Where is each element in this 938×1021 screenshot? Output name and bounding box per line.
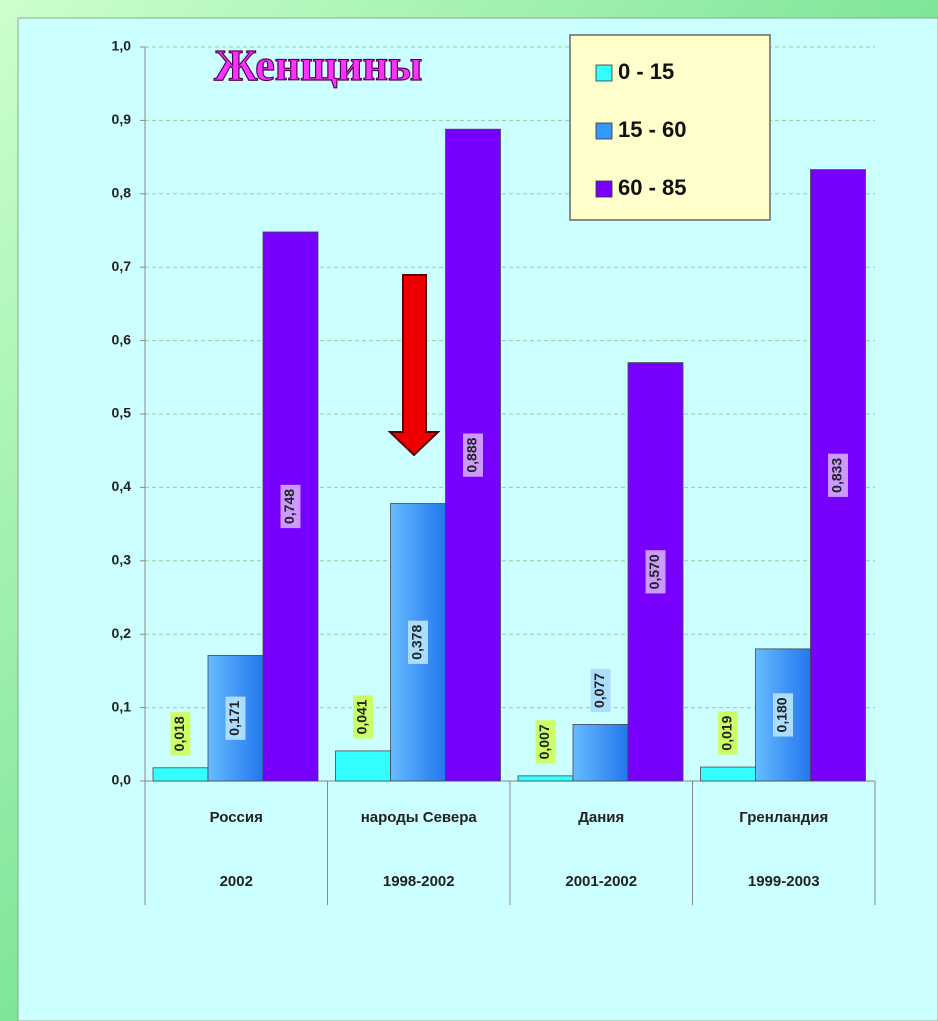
y-tick-label: 1,0 [112, 38, 132, 54]
legend-label: 0 - 15 [618, 59, 674, 84]
x-tick-sublabel: 2002 [220, 873, 253, 890]
data-label: 0,018 [171, 716, 187, 751]
bar [517, 775, 574, 782]
data-label: 0,833 [829, 458, 845, 493]
data-label-bg [828, 453, 848, 497]
data-label: 0,171 [226, 701, 242, 736]
x-tick-sublabel: 1998-2002 [383, 873, 455, 890]
x-tick-label: народы Севера [361, 809, 478, 826]
y-tick-label: 0,6 [112, 331, 132, 347]
y-tick-label: 0,2 [112, 625, 132, 641]
data-label-bg [408, 620, 428, 664]
data-label: 0,041 [354, 699, 370, 734]
data-label-bg [463, 433, 483, 477]
bar [152, 767, 209, 782]
data-label-bg [353, 695, 373, 739]
data-label-bg [225, 696, 246, 740]
bar [335, 750, 391, 782]
chart-title: Женщины [214, 41, 422, 90]
data-label: 0,007 [536, 724, 552, 759]
data-label-bg [170, 712, 191, 756]
bar [572, 724, 629, 782]
data-label: 0,748 [281, 489, 297, 524]
arrow [387, 274, 441, 457]
legend-swatch [595, 64, 613, 82]
y-tick-label: 0,5 [112, 405, 132, 421]
data-label: 0,888 [464, 437, 480, 472]
plot: 0,0 0,1 0,2 0,3 0,4 0,5 0,6 0,7 0,8 0,9 1,0 Россия 2… [112, 38, 876, 905]
y-tick-label: 0,7 [112, 258, 132, 274]
x-tick-sublabel: 2001-2002 [565, 873, 637, 890]
y-tick-label: 0,4 [112, 478, 132, 494]
y-tick-label: 0,3 [112, 552, 132, 568]
y-tick-label: 0,8 [112, 185, 132, 201]
data-label-bg [280, 484, 301, 529]
data-label-bg [718, 711, 738, 755]
data-label: 0,570 [646, 554, 662, 589]
data-label: 0,077 [591, 673, 607, 708]
data-label: 0,180 [774, 697, 790, 732]
y-tick-label: 0,1 [112, 698, 132, 714]
legend-swatch [595, 180, 613, 198]
x-tick-label: Россия [210, 809, 263, 826]
legend-swatch [595, 122, 613, 140]
data-label-bg [773, 693, 793, 737]
data-label-bg [590, 668, 611, 713]
x-tick-label: Дания [578, 809, 624, 826]
y-tick-label: 0,0 [112, 772, 132, 788]
data-label-bg [535, 720, 556, 764]
bar [700, 766, 756, 782]
legend-label: 15 - 60 [618, 117, 687, 142]
data-label: 0,019 [719, 715, 735, 750]
data-label: 0,378 [409, 625, 425, 660]
data-label-bg [645, 550, 666, 594]
x-tick-sublabel: 1999-2003 [748, 873, 820, 890]
y-tick-label: 0,9 [112, 111, 132, 127]
x-tick-label: Гренландия [739, 809, 828, 826]
legend-label: 60 - 85 [618, 175, 687, 200]
